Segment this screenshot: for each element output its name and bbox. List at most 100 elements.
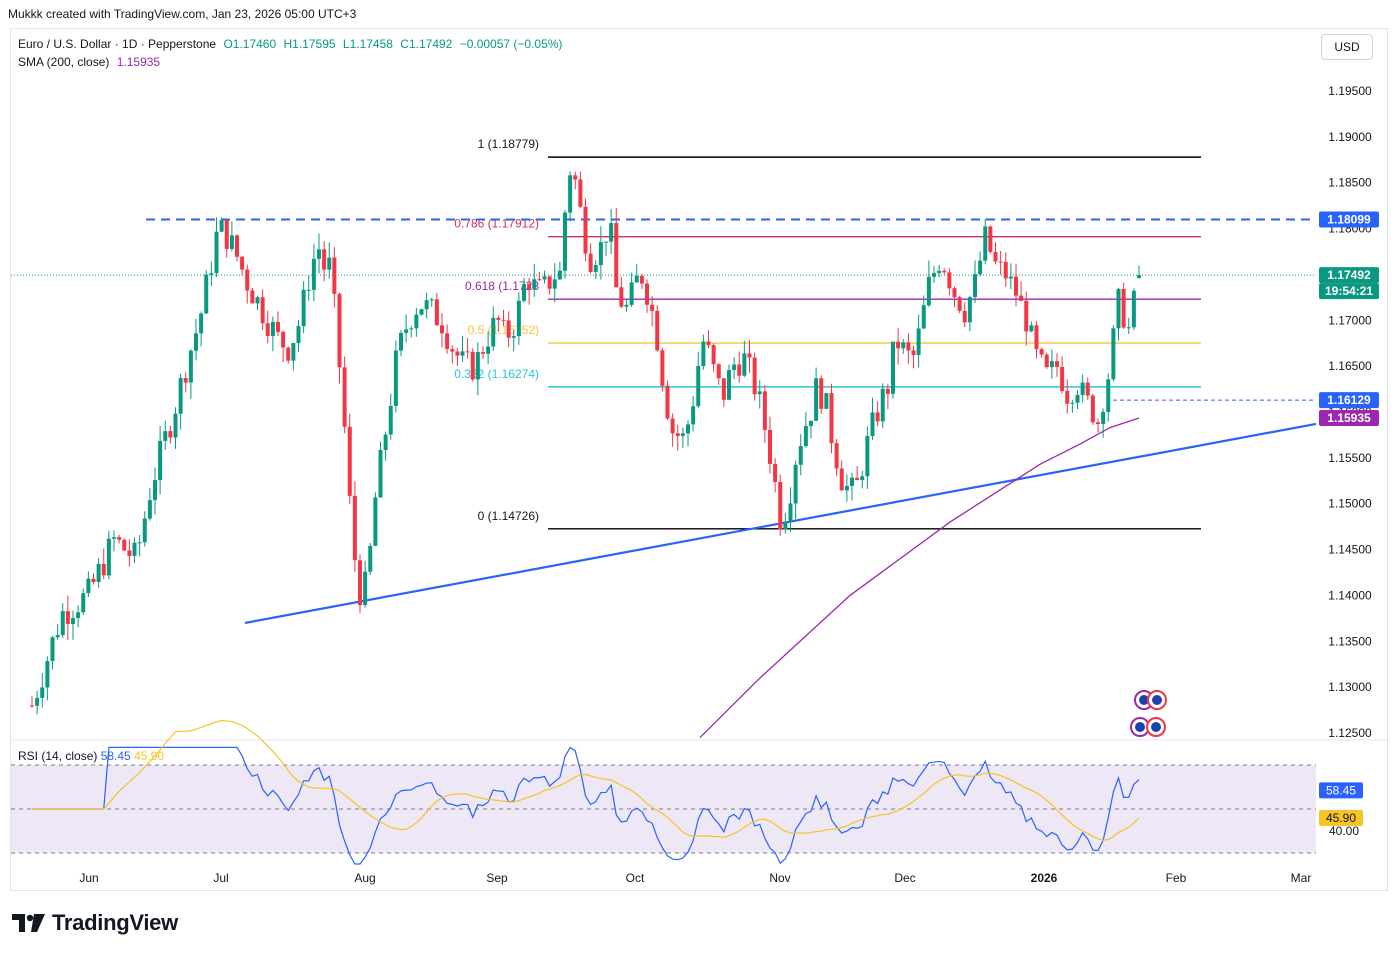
candle-body (255, 297, 260, 304)
y-tick-label: 1.16500 (1328, 359, 1372, 373)
candle-body (942, 270, 947, 273)
price-badge-text: 1.15935 (1327, 411, 1371, 425)
candle-body (680, 433, 685, 436)
y-tick-label: 1.18500 (1328, 176, 1372, 190)
candle-body (957, 297, 962, 311)
candle-body (1121, 288, 1126, 328)
x-tick-label: Mar (1291, 871, 1312, 885)
y-tick-label: 1.13000 (1328, 680, 1372, 694)
candle-body (747, 353, 752, 358)
candle-body (60, 611, 65, 636)
candle-body (276, 321, 280, 332)
candle-body (532, 279, 537, 290)
candle-body (101, 563, 106, 576)
open-value: O1.17460 (223, 37, 277, 51)
price-badge-text: 1.17492 (1327, 268, 1371, 282)
candle-body (153, 480, 157, 501)
y-tick-label: 1.19000 (1328, 130, 1372, 144)
flag-dot-icon (1139, 695, 1149, 705)
candle-body (475, 352, 480, 380)
candle-body (563, 212, 567, 271)
candle-body (670, 418, 675, 434)
candle-body (588, 253, 593, 272)
price-badge (1319, 392, 1379, 409)
low-value: L1.17458 (342, 37, 393, 51)
candle-body (1065, 391, 1070, 404)
candle-body (650, 304, 655, 311)
sma-label[interactable]: SMA (200, close) (18, 55, 110, 69)
candle-body (1090, 395, 1095, 423)
candle-body (757, 391, 762, 395)
candle-body (1131, 290, 1136, 328)
candle-body (993, 251, 998, 262)
x-tick-label: Jul (213, 871, 228, 885)
symbol-name[interactable]: Euro / U.S. Dollar · 1D · Pepperstone (18, 37, 217, 51)
candle-body (645, 283, 649, 305)
candle-body (434, 299, 439, 326)
candle-body (578, 179, 583, 207)
candle-body (358, 560, 362, 606)
candle-body (819, 378, 824, 409)
candle-body (301, 289, 306, 327)
candle-body (496, 317, 501, 320)
sma-legend: SMA (200, close) 1.15935 (18, 55, 164, 69)
candle-body (291, 343, 296, 361)
candle-body (270, 321, 275, 336)
candle-body (311, 258, 316, 290)
y-tick-label: 1.17000 (1328, 313, 1372, 327)
fib-level-label: 1 (1.18779) (478, 137, 539, 151)
candle-body (117, 537, 122, 540)
rsi-price-badge-text: 45.90 (1326, 811, 1356, 825)
candle-body (122, 539, 127, 551)
tradingview-brand[interactable]: TradingView (12, 910, 178, 936)
y-tick-label: 1.14000 (1328, 588, 1372, 602)
candle-body (158, 440, 163, 481)
rsi-value: 58.45 (100, 749, 131, 763)
candle-body (926, 276, 931, 306)
candle-body (937, 270, 942, 274)
x-tick-label: Feb (1166, 871, 1187, 885)
currency-button[interactable]: USD (1321, 34, 1373, 60)
candle-body (486, 346, 491, 354)
candle-body (1111, 328, 1116, 380)
sma-200-line (699, 417, 1140, 739)
candle-body (814, 378, 819, 421)
price-badge (1319, 267, 1379, 284)
candle-body (363, 571, 368, 606)
candle-body (455, 351, 460, 356)
candle-body (896, 341, 901, 349)
candle-body (327, 257, 332, 270)
candle-body (1024, 300, 1029, 332)
candle-body (163, 431, 168, 441)
candle-body (1137, 275, 1141, 279)
candle-body (1116, 288, 1121, 329)
change-value: −0.00057 (−0.05%) (459, 37, 563, 51)
candle-body (50, 637, 55, 662)
candle-body (732, 364, 737, 371)
candle-body (45, 661, 50, 688)
candle-body (762, 391, 767, 430)
candle-body (1014, 276, 1018, 296)
candle-body (147, 500, 152, 519)
candle-body (296, 326, 301, 344)
candle-body (168, 431, 173, 438)
candle-body (35, 697, 40, 706)
candle-body (393, 350, 398, 406)
candle-body (655, 310, 660, 351)
candle-body (829, 393, 834, 444)
candle-body (788, 503, 793, 522)
close-value: C1.17492 (400, 37, 453, 51)
fib-level-label: 0.786 (1.17912) (454, 217, 539, 231)
candle-body (983, 226, 988, 261)
rsi-label[interactable]: RSI (14, close) (18, 749, 98, 763)
candle-body (921, 305, 926, 329)
candle-body (967, 297, 972, 323)
candle-body (988, 226, 993, 252)
candle-body (875, 412, 880, 422)
candle-body (501, 319, 506, 321)
candle-body (675, 433, 680, 436)
candle-body (142, 518, 147, 543)
candle-body (773, 463, 778, 482)
candle-body (885, 388, 890, 394)
